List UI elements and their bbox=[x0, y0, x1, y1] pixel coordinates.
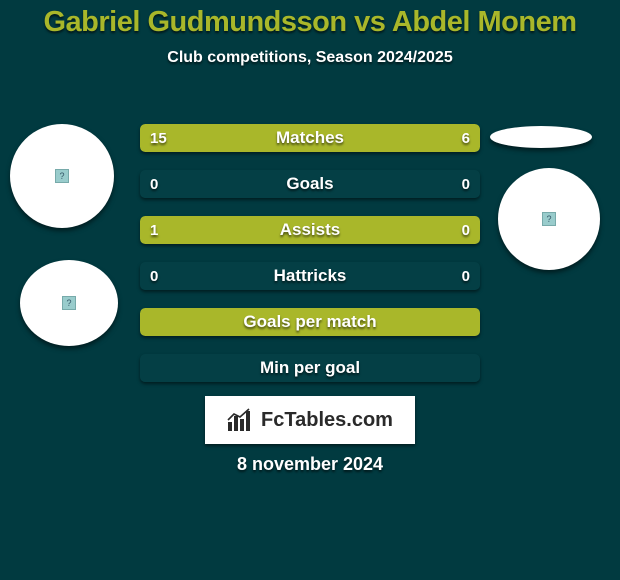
stat-row-right-value: 0 bbox=[462, 170, 470, 198]
stat-row-left-value: 1 bbox=[150, 216, 158, 244]
stat-row-left-value: 15 bbox=[150, 124, 167, 152]
page-title: Gabriel Gudmundsson vs Abdel Monem bbox=[0, 0, 620, 39]
stat-row-label: Matches bbox=[140, 124, 480, 152]
stat-row-label: Min per goal bbox=[140, 354, 480, 382]
stat-row-right-value: 0 bbox=[462, 262, 470, 290]
club-left-avatar: ? bbox=[20, 260, 118, 346]
player-right-avatar: ? bbox=[498, 168, 600, 270]
stat-row-left-value: 0 bbox=[150, 262, 158, 290]
branding-logo-icon bbox=[227, 408, 255, 432]
stat-row-label: Hattricks bbox=[140, 262, 480, 290]
stat-row-label: Goals per match bbox=[140, 308, 480, 336]
image-placeholder-icon: ? bbox=[62, 296, 76, 310]
subtitle: Club competitions, Season 2024/2025 bbox=[0, 49, 620, 67]
stat-row: Goals per match bbox=[140, 308, 480, 336]
stat-row-right-value: 6 bbox=[462, 124, 470, 152]
stat-row-right-value: 0 bbox=[462, 216, 470, 244]
stat-row: Matches15 6 bbox=[140, 124, 480, 152]
image-placeholder-icon: ? bbox=[55, 169, 69, 183]
stat-row-left-value: 0 bbox=[150, 170, 158, 198]
image-placeholder-icon: ? bbox=[542, 212, 556, 226]
date-text: 8 november 2024 bbox=[0, 454, 620, 475]
player-left-avatar: ? bbox=[10, 124, 114, 228]
stat-row: Hattricks0 0 bbox=[140, 262, 480, 290]
player-right-pill bbox=[490, 126, 592, 148]
branding-text: FcTables.com bbox=[261, 409, 393, 432]
stat-row-label: Assists bbox=[140, 216, 480, 244]
stat-row: Min per goal bbox=[140, 354, 480, 382]
stat-row: Assists1 0 bbox=[140, 216, 480, 244]
stat-row-label: Goals bbox=[140, 170, 480, 198]
stat-row: Goals0 0 bbox=[140, 170, 480, 198]
stats-panel: Matches156Goals00Assists10Hattricks00Goa… bbox=[140, 124, 480, 400]
branding-badge: FcTables.com bbox=[205, 396, 415, 444]
